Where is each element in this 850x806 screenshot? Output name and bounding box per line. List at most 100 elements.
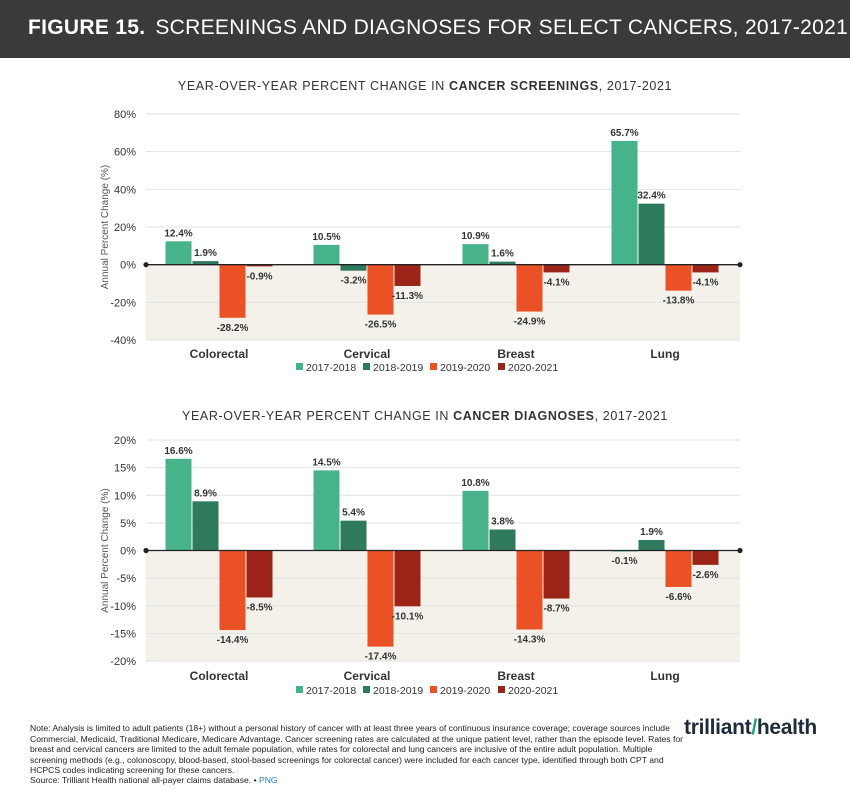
data-label: -10.1% [392,611,424,622]
bar-lung-2020-2021 [692,550,719,565]
bar-breast-2019-2020 [516,264,543,312]
data-label: -13.8% [663,296,695,307]
data-label: -0.9% [246,271,272,282]
y-tick-label: 20% [114,222,136,234]
data-label: 10.9% [461,231,489,242]
legend-label-2020-2021: 2020-2021 [508,362,558,374]
data-label: -8.7% [543,604,569,615]
chart-title-prefix: YEAR-OVER-YEAR PERCENT CHANGE IN [178,79,449,93]
axis-end-dot-left [143,547,149,554]
bar-cervical-2019-2020 [367,550,394,647]
chart-title-bold: CANCER DIAGNOSES [453,409,595,423]
data-label: -6.6% [665,592,691,603]
bar-breast-2018-2019 [489,529,516,551]
y-tick-label: 20% [114,435,136,447]
bar-cervical-2017-2018 [313,470,340,551]
bar-lung-2018-2019 [638,540,665,551]
data-label: -4.1% [543,277,569,288]
y-tick-label: 40% [114,184,136,196]
logo-text-left: trilliant [684,716,752,739]
data-label: -8.5% [246,602,272,613]
data-label: 10.5% [312,232,340,243]
data-label: -11.3% [392,291,423,302]
bar-lung-2017-2018 [611,140,638,265]
data-label: 3.8% [491,517,514,528]
chart-title-suffix: , 2017-2021 [599,79,672,93]
bar-colorectal-2017-2018 [165,458,192,551]
figure-title-text: SCREENINGS AND DIAGNOSES FOR SELECT CANC… [155,16,849,39]
legend-label-2018-2019: 2018-2019 [373,362,423,374]
axis-end-dot-right [737,547,743,554]
bar-lung-2019-2020 [665,550,692,587]
figure-title: FIGURE 15. SCREENINGS AND DIAGNOSES FOR S… [28,16,848,40]
png-link[interactable]: PNG [258,775,278,785]
data-label: -17.4% [365,652,397,663]
category-label-breast: Breast [497,669,534,683]
legend-swatch-2018-2019 [363,363,370,370]
y-axis-label: Annual Percent Change (%) [100,165,111,290]
data-label: -2.6% [692,570,718,581]
legend-swatch-2019-2020 [430,686,437,693]
axis-end-dot-right [737,262,743,268]
category-label-colorectal: Colorectal [190,669,249,683]
bar-breast-2017-2018 [462,490,489,551]
chart-cancer-diagnoses: YEAR-OVER-YEAR PERCENT CHANGE IN CANCER … [100,409,743,697]
bar-lung-2020-2021 [692,264,719,273]
bar-colorectal-2017-2018 [165,241,192,265]
legend-swatch-2020-2021 [498,686,505,693]
legend: 2017-2018 2018-2019 2019-2020 2020-2021 [296,362,558,374]
data-label: 14.5% [312,457,340,468]
y-tick-label: 15% [114,463,136,475]
chart-title: YEAR-OVER-YEAR PERCENT CHANGE IN CANCER … [178,79,672,93]
legend: 2017-2018 2018-2019 2019-2020 2020-2021 [296,685,558,697]
data-label: 32.4% [637,191,665,202]
bar-colorectal-2019-2020 [219,550,246,631]
legend-label-2017-2018: 2017-2018 [306,685,356,697]
data-label: 65.7% [610,128,638,139]
bar-cervical-2018-2019 [340,520,367,551]
legend-swatch-2019-2020 [430,363,437,370]
category-label-lung: Lung [650,347,679,361]
y-tick-label: -5% [116,573,136,585]
bar-breast-2020-2021 [543,550,570,599]
chart-title-suffix: , 2017-2021 [595,409,668,423]
category-label-cervical: Cervical [344,347,391,361]
legend-label-2020-2021: 2020-2021 [508,685,558,697]
chart-title: YEAR-OVER-YEAR PERCENT CHANGE IN CANCER … [182,409,668,423]
bar-cervical-2019-2020 [367,264,394,315]
y-tick-label: 5% [120,518,136,530]
y-tick-label: -40% [110,335,136,347]
data-label: 5.4% [342,508,365,519]
data-label: -3.2% [340,276,366,287]
category-label-cervical: Cervical [344,669,391,683]
legend-label-2018-2019: 2018-2019 [373,685,423,697]
y-tick-label: 10% [114,490,136,502]
bar-breast-2019-2020 [516,550,543,630]
bar-lung-2019-2020 [665,264,692,291]
bar-breast-2018-2019 [489,261,516,265]
legend-swatch-2017-2018 [296,686,303,693]
bar-colorectal-2019-2020 [219,264,246,318]
category-label-lung: Lung [650,669,679,683]
y-tick-label: 0% [120,260,136,272]
category-label-colorectal: Colorectal [190,347,249,361]
data-label: -28.2% [217,323,249,334]
y-tick-label: -20% [110,656,136,668]
legend-label-2019-2020: 2019-2020 [440,685,490,697]
data-label: 12.4% [164,228,192,239]
data-label: 8.9% [194,488,217,499]
bar-cervical-2017-2018 [313,244,340,265]
category-label-breast: Breast [497,347,534,361]
y-tick-label: 0% [120,546,136,558]
bar-colorectal-2018-2019 [192,261,219,265]
bar-colorectal-2020-2021 [246,264,273,267]
legend-swatch-2020-2021 [498,363,505,370]
bar-cervical-2020-2021 [394,550,421,607]
bar-colorectal-2020-2021 [246,550,273,598]
data-label: -4.1% [692,277,718,288]
y-tick-label: 80% [114,109,136,121]
y-axis-label: Annual Percent Change (%) [100,488,111,613]
bar-lung-2018-2019 [638,203,665,265]
y-tick-label: -20% [110,297,136,309]
charts-canvas: YEAR-OVER-YEAR PERCENT CHANGE IN CANCER … [100,79,743,697]
